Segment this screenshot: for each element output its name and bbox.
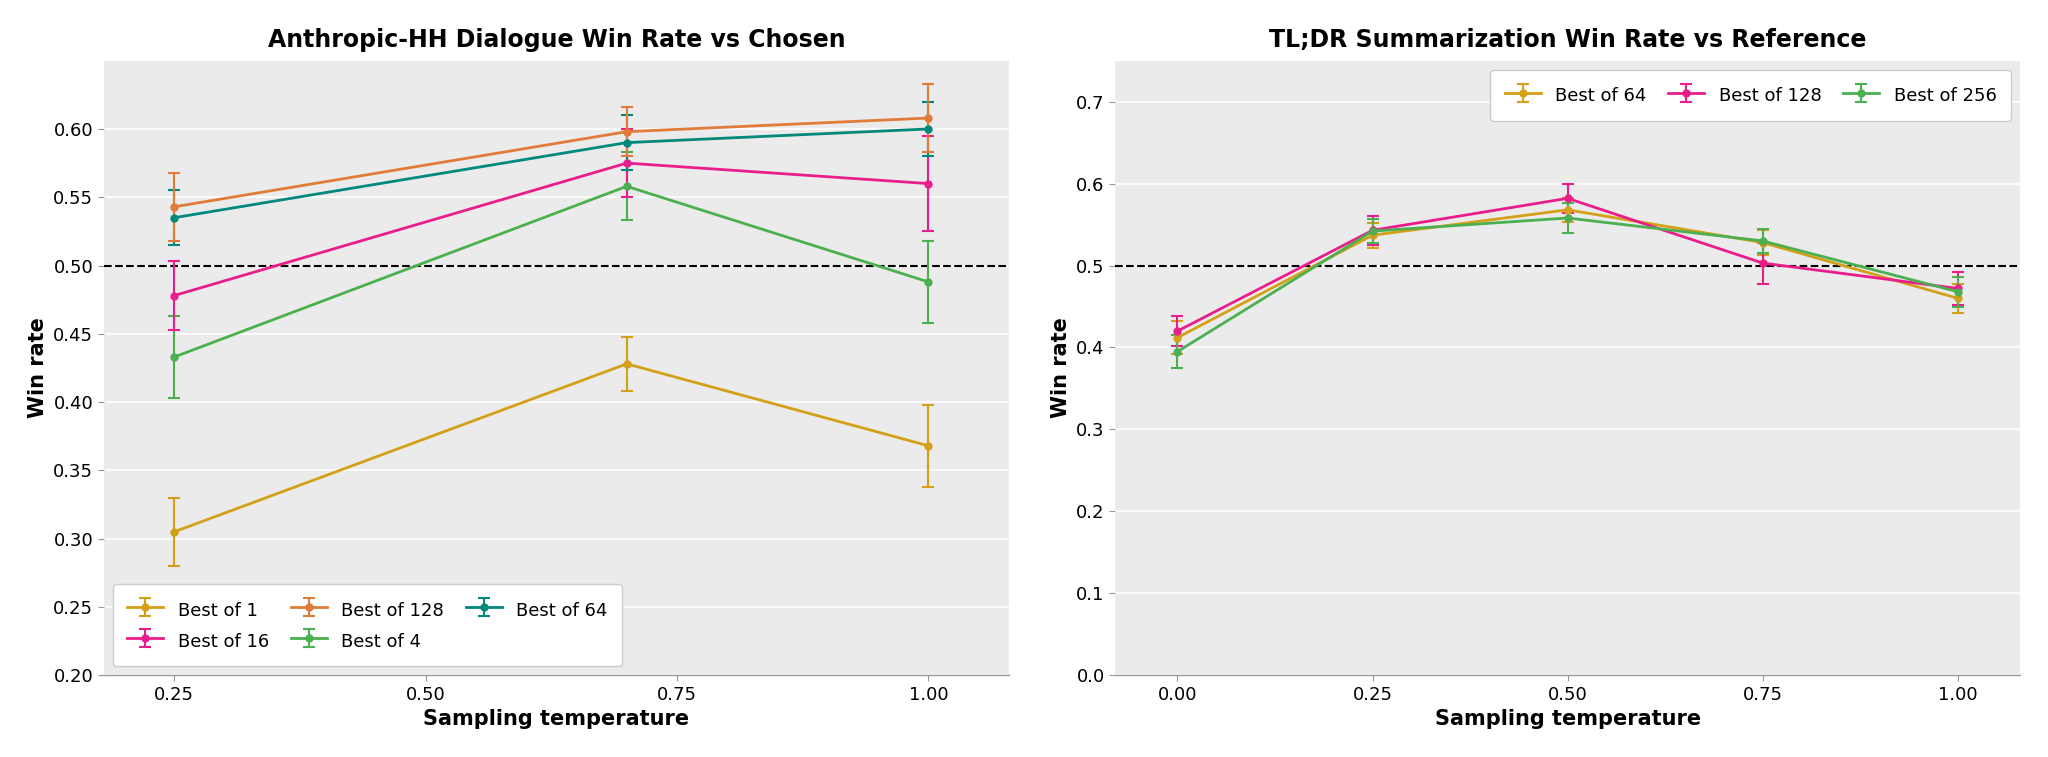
X-axis label: Sampling temperature: Sampling temperature — [1434, 709, 1700, 729]
Y-axis label: Win rate: Win rate — [29, 317, 47, 419]
Title: Anthropic-HH Dialogue Win Rate vs Chosen: Anthropic-HH Dialogue Win Rate vs Chosen — [268, 28, 846, 51]
Legend: Best of 64, Best of 128, Best of 256: Best of 64, Best of 128, Best of 256 — [1491, 70, 2011, 120]
Legend: Best of 1, Best of 16, Best of 128, Best of 4, Best of 64: Best of 1, Best of 16, Best of 128, Best… — [113, 584, 623, 666]
X-axis label: Sampling temperature: Sampling temperature — [424, 709, 690, 729]
Title: TL;DR Summarization Win Rate vs Reference: TL;DR Summarization Win Rate vs Referenc… — [1270, 28, 1866, 51]
Y-axis label: Win rate: Win rate — [1051, 317, 1071, 419]
